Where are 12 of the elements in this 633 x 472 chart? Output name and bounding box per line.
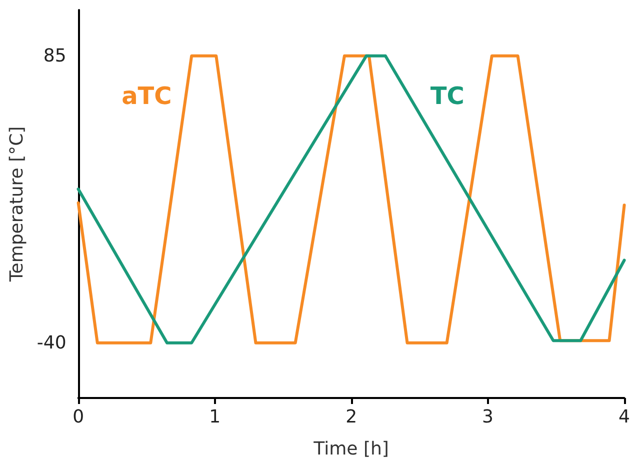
- line-series: [76, 54, 626, 344]
- y-axis-title: Temperature [°C]: [6, 126, 28, 283]
- x-tick-label: 2: [346, 406, 358, 428]
- x-tick-label: 4: [618, 406, 630, 428]
- x-tick-label: 3: [482, 406, 494, 428]
- x-tick-label: 1: [209, 406, 221, 428]
- y-tick-label: -40: [36, 332, 66, 354]
- series-label: aTC: [122, 82, 172, 110]
- series-label: TC: [430, 82, 464, 110]
- x-tick-label: 0: [72, 406, 84, 428]
- y-tick-label: 85: [43, 45, 66, 66]
- x-axis-title: Time [h]: [312, 438, 389, 460]
